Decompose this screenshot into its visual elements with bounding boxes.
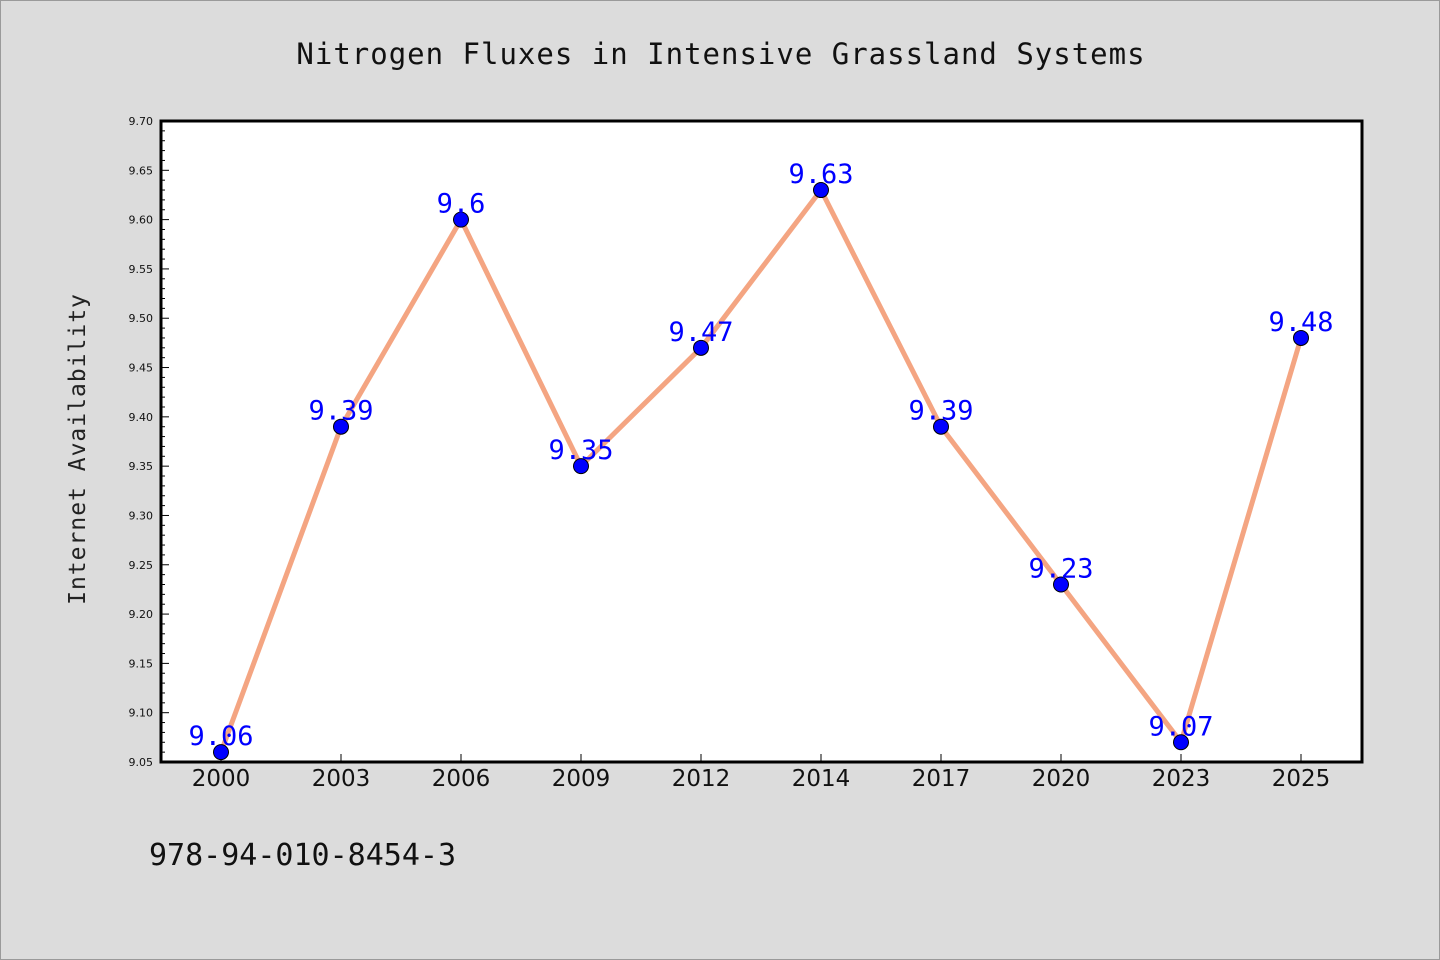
x-tick-label: 2023 xyxy=(1152,766,1211,792)
data-label: 9.39 xyxy=(308,396,373,427)
data-point xyxy=(813,182,829,199)
y-tick-label: 9.25 xyxy=(129,559,154,572)
y-tick-label: 9.40 xyxy=(129,411,154,424)
x-tick-label: 2000 xyxy=(192,766,251,792)
y-tick-label: 9.45 xyxy=(129,362,154,375)
data-label: 9.6 xyxy=(437,189,486,220)
y-tick-label: 9.60 xyxy=(129,214,154,227)
data-labels-layer: 9.06 9.39 9.6 9.35 9.47 9.63 9.39 9.23 9.07 9.48 xyxy=(188,159,1333,752)
x-tick-label: 2009 xyxy=(552,766,611,792)
y-tick-label: 9.05 xyxy=(129,756,154,769)
data-point xyxy=(1173,734,1189,751)
plot-area xyxy=(159,119,1364,764)
x-tick-label: 2020 xyxy=(1032,766,1091,792)
x-tick-label: 2012 xyxy=(672,766,731,792)
x-axis: 2000 2003 2006 2009 2012 2014 2017 2020 2023 2025 xyxy=(192,754,1331,792)
y-tick-label: 9.35 xyxy=(129,460,154,473)
data-label: 9.47 xyxy=(668,317,733,348)
x-tick-label: 2006 xyxy=(432,766,491,792)
y-tick-label: 9.15 xyxy=(129,657,154,670)
data-point xyxy=(1293,329,1309,346)
data-point xyxy=(333,418,349,435)
y-tick-label: 9.65 xyxy=(129,164,154,177)
data-label: 9.06 xyxy=(188,721,253,752)
chart-title: Nitrogen Fluxes in Intensive Grassland S… xyxy=(296,37,1145,71)
y-tick-label: 9.70 xyxy=(129,115,154,128)
y-tick-label: 9.10 xyxy=(129,707,154,720)
data-label: 9.39 xyxy=(908,396,973,427)
data-point xyxy=(453,211,469,228)
data-label: 9.23 xyxy=(1028,553,1093,584)
x-tick-label: 2003 xyxy=(312,766,371,792)
data-label: 9.07 xyxy=(1148,711,1213,742)
y-axis: 9.05 9.10 9.15 9.20 9.25 9.30 9.35 9.40 9.45 9.50… xyxy=(129,115,169,769)
series-line-layer xyxy=(218,187,1304,755)
y-tick-label: 9.50 xyxy=(129,312,154,325)
x-tick-label: 2014 xyxy=(792,766,851,792)
markers-layer xyxy=(213,182,1309,761)
data-point xyxy=(213,744,229,761)
x-tick-label: 2025 xyxy=(1272,766,1331,792)
y-axis-label: Internet Availability xyxy=(65,293,91,605)
data-label: 9.48 xyxy=(1268,307,1333,338)
data-point xyxy=(1053,576,1069,593)
y-tick-label: 9.55 xyxy=(129,263,154,276)
data-point xyxy=(693,339,709,356)
y-tick-label: 9.20 xyxy=(129,608,154,621)
data-point xyxy=(933,418,949,435)
data-label: 9.35 xyxy=(548,435,613,466)
footer-code: 978-94-010-8454-3 xyxy=(149,838,456,873)
data-point xyxy=(573,458,589,475)
series-line xyxy=(218,187,1304,755)
y-tick-label: 9.30 xyxy=(129,509,154,522)
data-label: 9.63 xyxy=(788,159,853,190)
x-tick-label: 2017 xyxy=(912,766,971,792)
